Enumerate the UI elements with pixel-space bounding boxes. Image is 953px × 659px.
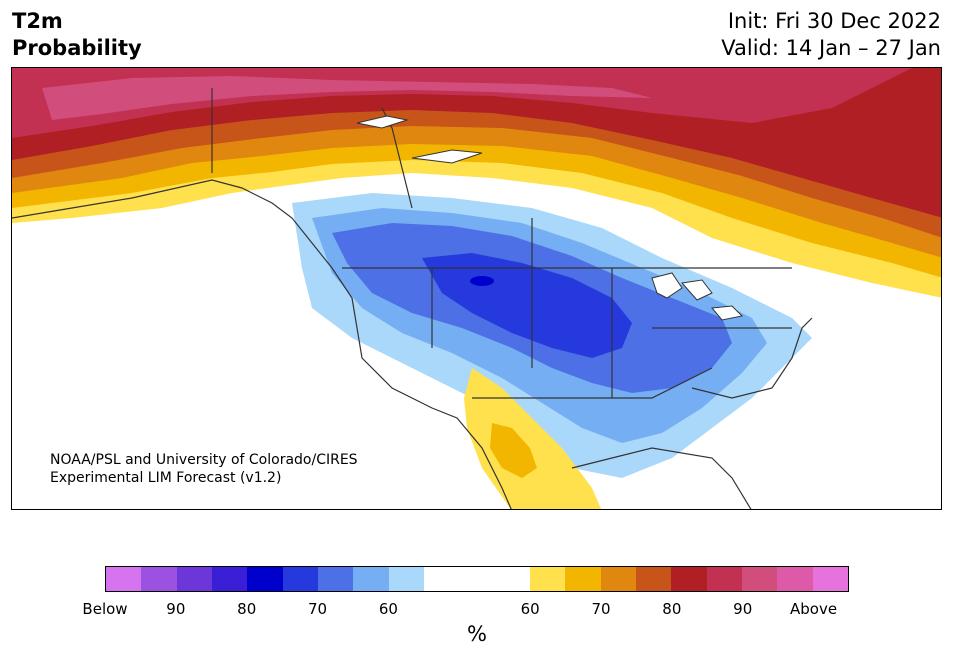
colorbar-tick-label-6: 70 <box>591 600 611 618</box>
colorbar-tick-label-2: 80 <box>237 600 257 618</box>
colorbar-below-segment-7 <box>353 567 389 591</box>
colorbar-tick-label-8: 90 <box>733 600 753 618</box>
title-subtitle: Probability <box>12 36 142 60</box>
colorbar-tick-label-7: 80 <box>662 600 682 618</box>
colorbar-tick-label-4: 60 <box>378 600 398 618</box>
colorbar-unit: % <box>467 622 487 646</box>
colorbar-below-segment-5 <box>282 567 318 591</box>
probability-map: NOAA/PSL and University of Colorado/CIRE… <box>11 67 942 510</box>
colorbar-above-segment-7 <box>777 567 813 591</box>
colorbar-above-segment-0 <box>529 567 566 591</box>
colorbar-tick-label-1: 90 <box>166 600 186 618</box>
colorbar-below-segment-8 <box>388 567 424 591</box>
colorbar-below-segment-2 <box>176 567 212 591</box>
colorbar-tick-label-5: 60 <box>520 600 540 618</box>
valid-range: Valid: 14 Jan – 27 Jan <box>721 36 941 60</box>
plot-title: T2m Probability <box>12 8 142 62</box>
map-below-core <box>470 276 494 286</box>
colorbar-below-segment-4 <box>247 567 283 591</box>
colorbar-ticks: Below 90 80 70 60 60 70 80 90 Above <box>0 600 953 620</box>
colorbar-tick-label-0: Below <box>82 600 128 618</box>
colorbar-above-segment-5 <box>706 567 742 591</box>
forecast-dates: Init: Fri 30 Dec 2022 Valid: 14 Jan – 27… <box>721 8 941 62</box>
colorbar-above-segment-4 <box>671 567 707 591</box>
credit-line-1: NOAA/PSL and University of Colorado/CIRE… <box>50 452 358 468</box>
credit-line-2: Experimental LIM Forecast (v1.2) <box>50 470 282 486</box>
colorbar-below-segment-3 <box>211 567 248 591</box>
map-lakes <box>356 115 744 321</box>
map-svg <box>12 68 941 509</box>
colorbar-neutral-segment <box>423 567 530 591</box>
title-variable: T2m <box>12 9 63 33</box>
colorbar-above-segment-2 <box>600 567 636 591</box>
map-mexico-above-inner <box>490 423 537 478</box>
colorbar-above-segment-1 <box>565 567 601 591</box>
colorbar-above-segment-6 <box>741 567 778 591</box>
colorbar <box>105 566 849 592</box>
map-credit: NOAA/PSL and University of Colorado/CIRE… <box>50 451 358 487</box>
colorbar-below-segment-6 <box>317 567 354 591</box>
colorbar-tick-label-3: 70 <box>308 600 328 618</box>
map-above-band-7 <box>42 76 652 120</box>
colorbar-below-segment-0 <box>106 567 142 591</box>
init-date: Init: Fri 30 Dec 2022 <box>727 9 941 33</box>
colorbar-above-segment-3 <box>635 567 672 591</box>
colorbar-below-segment-1 <box>141 567 177 591</box>
map-mexico-above-outer <box>464 368 602 509</box>
colorbar-tick-label-9: Above <box>790 600 838 618</box>
colorbar-above-segment-8 <box>812 567 848 591</box>
